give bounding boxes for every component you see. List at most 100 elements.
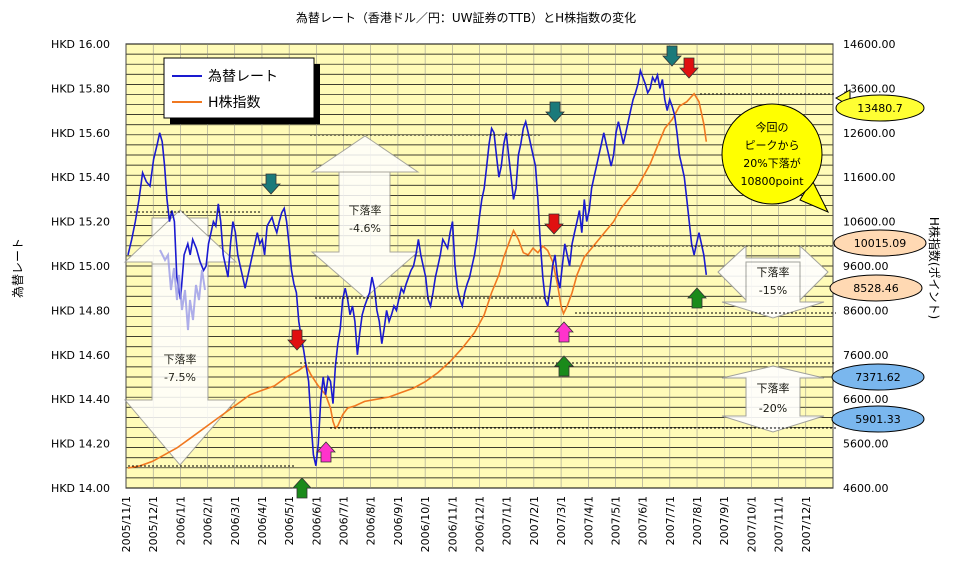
event-markers (261, 45, 707, 499)
x-tick: 2006/2/1 (202, 496, 215, 545)
note-line2: ピークから (745, 139, 800, 152)
drop-7-5-line2: -7.5% (164, 371, 196, 384)
y-right-tick: 8600.00 (843, 304, 889, 317)
y-right-ticks: 14600.00 13600.00 12600.00 11600.00 10600.00… (843, 38, 896, 495)
chart-title: 為替レート（香港ドル／円：UW証券のTTB）とH株指数の変化 (296, 10, 636, 25)
x-tick: 2006/1/1 (174, 496, 187, 545)
y-left-tick: HKD 15.40 (51, 171, 110, 184)
x-tick: 2007/6/1 (637, 496, 650, 545)
drop-15-line2: -15% (759, 284, 787, 297)
x-tick: 2007/3/1 (555, 496, 568, 545)
y-right-tick: 12600.00 (843, 127, 896, 140)
series-fx-rate-line (127, 67, 708, 466)
x-ticks: 2005/11/1 2005/12/1 2006/1/1 2006/2/1 2006/3… (120, 496, 813, 552)
note-bubble: 今回の ピークから 20%下落が 10800point (721, 103, 830, 213)
marker-pink-arrow (316, 441, 336, 463)
y-right-tick: 7600.00 (843, 349, 889, 362)
callout-10015-text: 10015.09 (854, 237, 907, 250)
drop-arrow-15: 下落率 -15% (717, 244, 829, 319)
drop-20-line2: -20% (759, 402, 787, 415)
x-tick: 2005/11/1 (120, 496, 133, 552)
y-left-tick: HKD 15.80 (51, 82, 110, 95)
note-line1: 今回の (756, 120, 789, 134)
callout-10015: 10015.09 (833, 229, 927, 257)
callout-5901-text: 5901.33 (855, 413, 901, 426)
x-tick: 2007/8/1 (691, 496, 704, 545)
drop-arrow-4-6: 下落率 -4.6% (310, 135, 420, 299)
y-right-tick: 6600.00 (843, 393, 889, 406)
x-tick: 2007/9/1 (718, 496, 731, 545)
x-tick: 2007/10/1 (745, 496, 758, 552)
legend-label-fx: 為替レート (208, 69, 278, 85)
x-tick: 2006/5/1 (283, 496, 296, 545)
drop-15-line1: 下落率 (757, 265, 790, 279)
x-tick: 2007/1/1 (501, 496, 514, 545)
x-tick: 2006/12/1 (474, 496, 487, 552)
x-tick: 2006/10/1 (419, 496, 432, 552)
drop-arrow-20: 下落率 -20% (721, 365, 825, 433)
y-right-tick: 9600.00 (843, 260, 889, 273)
callout-8528-text: 8528.46 (853, 282, 899, 295)
callout-7371-text: 7371.62 (855, 371, 901, 384)
x-tick: 2006/7/1 (338, 496, 351, 545)
drop-7-5-line1: 下落率 (164, 352, 197, 366)
callout-13480-text: 13480.7 (857, 102, 903, 115)
marker-teal-arrow (261, 173, 281, 195)
y-left-ticks: HKD 16.00 HKD 15.80 HKD 15.60 HKD 15.40 HKD … (51, 38, 110, 495)
marker-teal-arrow (662, 45, 682, 67)
x-tick: 2007/11/1 (773, 496, 786, 552)
y-right-tick: 5600.00 (843, 438, 889, 451)
drop-4-6-line1: 下落率 (349, 203, 382, 217)
y-left-tick: HKD 14.40 (51, 393, 110, 406)
series-h-index-line (127, 92, 708, 469)
y-right-tick: 14600.00 (843, 38, 896, 51)
note-line3: 20%下落が (743, 156, 800, 170)
x-tick: 2007/2/1 (528, 496, 541, 545)
x-tick: 2007/4/1 (582, 496, 595, 545)
series-fx-faded-segment (159, 249, 206, 331)
y-left-tick: HKD 15.60 (51, 127, 110, 140)
y-left-tick: HKD 16.00 (51, 38, 110, 51)
x-tick: 2006/3/1 (229, 496, 242, 545)
callout-5901: 5901.33 (831, 405, 925, 433)
marker-green-arrow (687, 287, 707, 309)
marker-green-arrow (554, 355, 574, 377)
x-tick: 2006/8/1 (365, 496, 378, 545)
x-tick: 2007/7/1 (664, 496, 677, 545)
callout-8528: 8528.46 (829, 274, 923, 302)
y-left-tick: HKD 14.00 (51, 482, 110, 495)
drop-20-line1: 下落率 (757, 381, 790, 395)
y-right-tick: 11600.00 (843, 171, 896, 184)
y-right-label: H株指数(ポイント) (927, 217, 942, 319)
drop-4-6-line2: -4.6% (349, 222, 381, 235)
x-tick: 2006/6/1 (310, 496, 323, 545)
x-tick: 2007/12/1 (800, 496, 813, 552)
marker-teal-arrow (545, 101, 565, 123)
x-tick: 2007/5/1 (609, 496, 622, 545)
y-left-label: 為替レート (11, 238, 25, 298)
legend: 為替レート H株指数 (163, 57, 320, 124)
y-left-tick: HKD 14.20 (51, 438, 110, 451)
legend-box (163, 57, 315, 119)
callout-13480: 13480.7 (834, 89, 925, 122)
x-tick: 2006/9/1 (392, 496, 405, 545)
y-left-tick: HKD 14.80 (51, 304, 110, 317)
marker-red-arrow (544, 213, 564, 235)
x-tick: 2006/11/1 (446, 496, 459, 552)
y-left-tick: HKD 14.60 (51, 349, 110, 362)
note-line4: 10800point (740, 175, 804, 188)
callout-7371: 7371.62 (831, 363, 925, 391)
y-right-tick: 4600.00 (843, 482, 889, 495)
legend-label-h: H株指数 (208, 95, 261, 111)
marker-green-arrow (292, 477, 312, 499)
marker-red-arrow (679, 57, 699, 79)
marker-red-arrow (287, 329, 307, 351)
y-right-tick: 13600.00 (843, 82, 896, 95)
x-tick: 2005/12/1 (147, 496, 160, 552)
y-left-tick: HKD 15.20 (51, 216, 110, 229)
marker-pink-arrow (554, 321, 574, 343)
y-left-tick: HKD 15.00 (51, 260, 110, 273)
x-tick: 2006/4/1 (256, 496, 269, 545)
y-right-tick: 10600.00 (843, 216, 896, 229)
